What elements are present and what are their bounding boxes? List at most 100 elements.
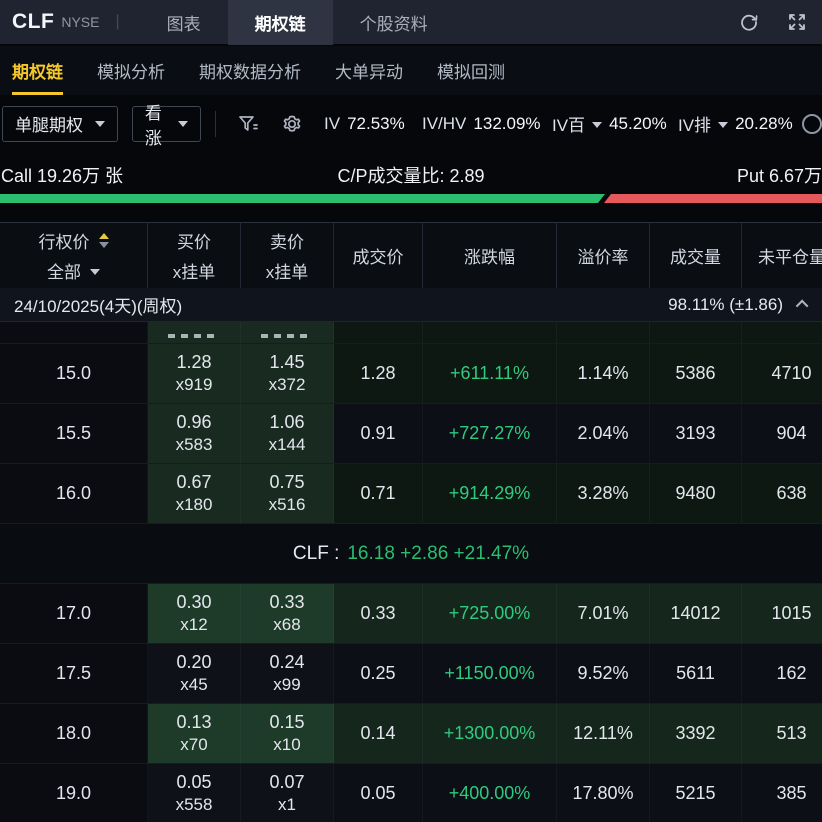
ask-cell[interactable]: 1.06 x144	[241, 404, 334, 463]
chevron-down-icon	[90, 268, 100, 275]
header-volume-label: 成交量	[670, 248, 721, 267]
strike-cell	[0, 322, 148, 343]
header-strike: 行权价 全部	[0, 223, 148, 288]
subnav-option-chain[interactable]: 期权链	[12, 46, 63, 95]
change-cell: +611.11%	[423, 344, 557, 403]
ask-size: x372	[268, 375, 306, 394]
premium-cell	[557, 322, 650, 343]
ask-cell[interactable]: 0.33 x68	[241, 584, 334, 643]
change-cell: +400.00%	[423, 764, 557, 822]
metric-iv-percentile[interactable]: IV百 45.20%	[552, 111, 670, 136]
strike-filter-value: 全部	[47, 263, 81, 282]
option-row-16.0[interactable]: 16.0 0.67 x180 0.75 x516 0.71 +914.29% 3.28% 948…	[0, 464, 822, 524]
tab-option-chain[interactable]: 期权链	[227, 0, 333, 45]
header-premium: 溢价率	[557, 223, 650, 288]
bid-price: 0.13	[176, 712, 212, 732]
last-cell: 0.33	[334, 584, 423, 643]
settings-gear-icon[interactable]	[280, 112, 304, 136]
option-row-15.0[interactable]: 15.0 1.28 x919 1.45 x372 1.28 +611.11% 1.14% 538…	[0, 344, 822, 404]
bid-size: x12	[180, 615, 208, 634]
subnav-sim-analysis[interactable]: 模拟分析	[97, 63, 165, 82]
filter-icon[interactable]	[236, 112, 260, 136]
open-interest-cell: 513	[742, 704, 822, 763]
option-row-17.5[interactable]: 17.5 0.20 x45 0.24 x99 0.25 +1150.00% 9.52% 5611…	[0, 644, 822, 704]
sub-nav: 期权链 模拟分析 期权数据分析 大单异动 模拟回测	[0, 46, 822, 95]
subnav-backtest[interactable]: 模拟回测	[437, 63, 505, 82]
bid-cell[interactable]: 0.20 x45	[148, 644, 241, 703]
spacer	[0, 203, 822, 222]
partially-hidden-row	[0, 322, 822, 344]
expiry-group-header[interactable]: 24/10/2025(4天)(周权) 98.11% (±1.86)	[0, 288, 822, 322]
ask-cell[interactable]: 0.24 x99	[241, 644, 334, 703]
bid-price: 0.30	[176, 592, 212, 612]
option-row-17.0[interactable]: 17.0 0.30 x12 0.33 x68 0.33 +725.00% 7.01% 14012…	[0, 584, 822, 644]
ask-cell[interactable]: 0.75 x516	[241, 464, 334, 523]
metric-ivhv: IV/HV 132.09%	[422, 114, 544, 134]
bid-cell[interactable]: 1.28 x919	[148, 344, 241, 403]
clipped-circle-icon	[802, 113, 822, 134]
last-cell	[334, 322, 423, 343]
option-row-19.0[interactable]: 19.0 0.05 x558 0.07 x1 0.05 +400.00% 17.80% 5215…	[0, 764, 822, 822]
premium-cell: 1.14%	[557, 344, 650, 403]
open-interest-cell: 385	[742, 764, 822, 822]
bid-cell[interactable]: 0.05 x558	[148, 764, 241, 822]
last-cell: 0.14	[334, 704, 423, 763]
exchange-label: NYSE	[61, 14, 100, 30]
put-volume-label: Put 6.67万	[736, 166, 822, 186]
header-strike-label: 行权价	[38, 233, 90, 252]
open-interest-cell: 162	[742, 644, 822, 703]
divider: |	[115, 13, 120, 30]
premium-cell: 3.28%	[557, 464, 650, 523]
option-chain-table: 行权价 全部 买价 x挂单 卖价 x挂单 成交价 涨跌幅 溢价率 成交量	[0, 222, 822, 822]
bid-size: x70	[180, 735, 208, 754]
last-cell: 1.28	[334, 344, 423, 403]
ask-cell[interactable]: 1.45 x372	[241, 344, 334, 403]
premium-cell: 9.52%	[557, 644, 650, 703]
tab-stock-info[interactable]: 个股资料	[359, 14, 428, 34]
option-row-15.5[interactable]: 15.5 0.96 x583 1.06 x144 0.91 +727.27% 2.04% 319…	[0, 404, 822, 464]
tab-chart[interactable]: 图表	[166, 14, 201, 34]
ask-cell[interactable]: 0.15 x10	[241, 704, 334, 763]
strategy-dropdown-value: 单腿期权	[15, 116, 83, 135]
bid-price: 0.05	[176, 772, 212, 792]
strategy-dropdown[interactable]: 单腿期权	[2, 105, 118, 142]
fullscreen-icon[interactable]	[786, 11, 808, 33]
volume-cell: 3392	[650, 704, 742, 763]
direction-dropdown[interactable]: 看涨	[131, 104, 202, 148]
underlying-price-row: CLF : 16.18 +2.86 +21.47%	[0, 524, 822, 584]
open-interest-cell	[742, 322, 822, 343]
ask-size: x68	[273, 615, 301, 634]
subnav-option-data-analysis[interactable]: 期权数据分析	[199, 63, 301, 82]
refresh-icon[interactable]	[738, 11, 760, 33]
strike-filter-dropdown[interactable]: 全部	[47, 258, 100, 283]
bid-cell[interactable]: 0.96 x583	[148, 404, 241, 463]
header-last: 成交价	[334, 223, 423, 288]
premium-cell: 17.80%	[557, 764, 650, 822]
metric-iv-percentile-value: 45.20%	[609, 113, 667, 133]
chevron-down-icon	[94, 120, 105, 127]
bid-cell[interactable]: 0.67 x180	[148, 464, 241, 523]
metric-ivhv-label: IV/HV	[422, 113, 467, 133]
header-bid-label: 买价	[177, 233, 211, 252]
metric-iv-rank[interactable]: IV排 20.28%	[678, 111, 798, 136]
change-cell: +727.27%	[423, 404, 557, 463]
expiry-iv-label: 98.11% (±1.86)	[668, 294, 783, 314]
bid-cell[interactable]: 0.13 x70	[148, 704, 241, 763]
ask-price: 0.07	[269, 772, 305, 792]
ask-price: 0.24	[269, 652, 305, 672]
subnav-big-order[interactable]: 大单异动	[335, 63, 403, 82]
strike-cell: 18.0	[0, 704, 148, 763]
option-row-18.0[interactable]: 18.0 0.13 x70 0.15 x10 0.14 +1300.00% 12.11% 339…	[0, 704, 822, 764]
volume-cell: 5215	[650, 764, 742, 822]
metric-iv-rank-label: IV排	[678, 116, 712, 135]
ask-price: 0.33	[269, 592, 305, 612]
ask-price: 0.75	[269, 472, 305, 492]
bid-cell[interactable]: 0.30 x12	[148, 584, 241, 643]
ask-size: x10	[273, 735, 301, 754]
sort-icon[interactable]	[98, 233, 109, 248]
volume-cell: 14012	[650, 584, 742, 643]
ask-cell[interactable]: 0.07 x1	[241, 764, 334, 822]
open-interest-cell: 638	[742, 464, 822, 523]
chevron-up-icon[interactable]	[795, 299, 809, 313]
volume-cell: 5386	[650, 344, 742, 403]
